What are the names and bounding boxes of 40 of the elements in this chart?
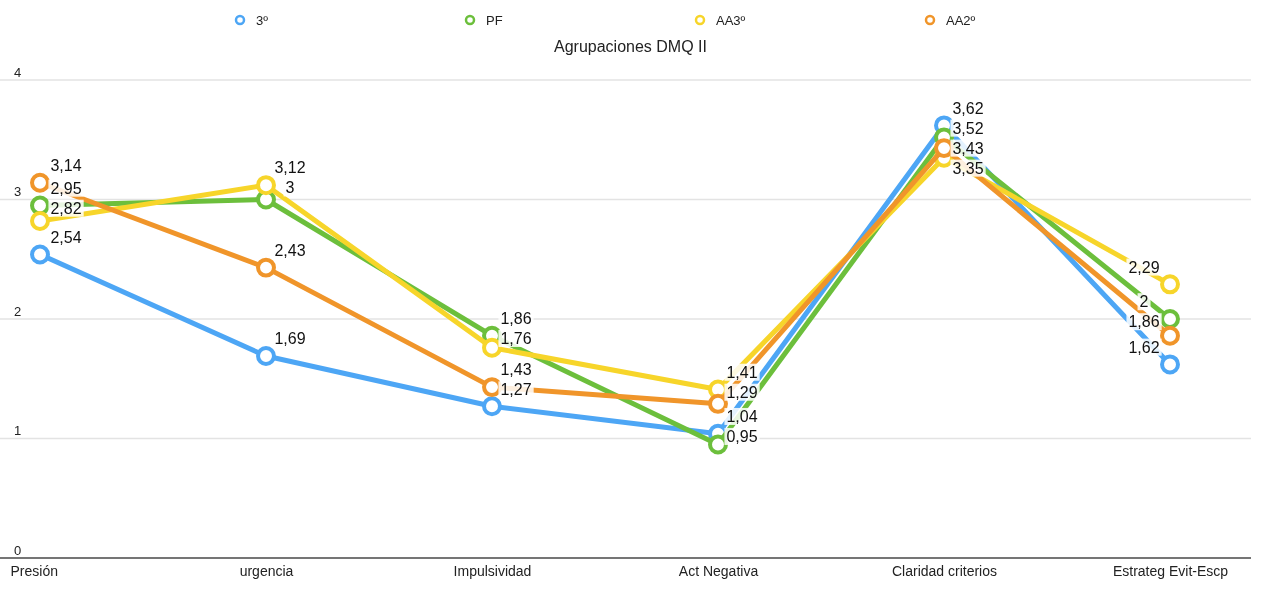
data-label: 2,95 (50, 179, 82, 197)
data-label: 1,04 (726, 407, 758, 425)
data-label: 3 (285, 179, 295, 197)
y-tick-label: 1 (14, 423, 22, 439)
data-label: 1,41 (726, 363, 758, 381)
data-label: 1,86 (500, 309, 532, 327)
data-label: 1,86 (1128, 313, 1160, 331)
x-tick-label: Act Negativa (678, 563, 759, 580)
data-label: 2,43 (274, 241, 306, 259)
x-tick-label: Estrateg Evit-Escp (1112, 563, 1229, 580)
x-tick-label: Claridad criterios (891, 563, 998, 580)
legend-label: AA3º (716, 12, 746, 28)
data-label: 3,12 (274, 159, 306, 177)
data-label: 1,69 (274, 330, 306, 348)
data-label: 3,52 (952, 119, 984, 137)
data-label: 3,62 (952, 99, 984, 117)
data-label: 1,27 (500, 381, 532, 399)
y-tick-label: 3 (14, 184, 22, 200)
data-label: 1,76 (500, 329, 532, 347)
y-tick-label: 2 (14, 303, 22, 319)
data-label: 0,95 (726, 427, 758, 445)
data-label: 2,29 (1128, 258, 1160, 276)
data-label: 2 (1139, 293, 1149, 311)
data-label: 1,62 (1128, 338, 1160, 356)
legend-label: AA2º (946, 12, 976, 28)
data-label: 2,54 (50, 228, 82, 246)
x-tick-label: Presión (10, 563, 58, 580)
data-label: 3,35 (952, 159, 984, 177)
legend-label: PF (486, 12, 503, 28)
data-label: 1,29 (726, 383, 758, 401)
y-tick-label: 4 (14, 64, 22, 80)
y-tick-label: 0 (14, 542, 22, 558)
data-label: 3,43 (952, 139, 984, 157)
data-label: 2,82 (50, 199, 82, 217)
data-label: 3,14 (50, 156, 82, 174)
x-tick-label: urgencia (239, 563, 294, 580)
chart-title: Agrupaciones DMQ II (554, 38, 707, 55)
x-tick-label: Impulsividad (453, 563, 532, 580)
legend-label: 3º (256, 12, 269, 28)
data-label: 1,43 (500, 361, 532, 379)
